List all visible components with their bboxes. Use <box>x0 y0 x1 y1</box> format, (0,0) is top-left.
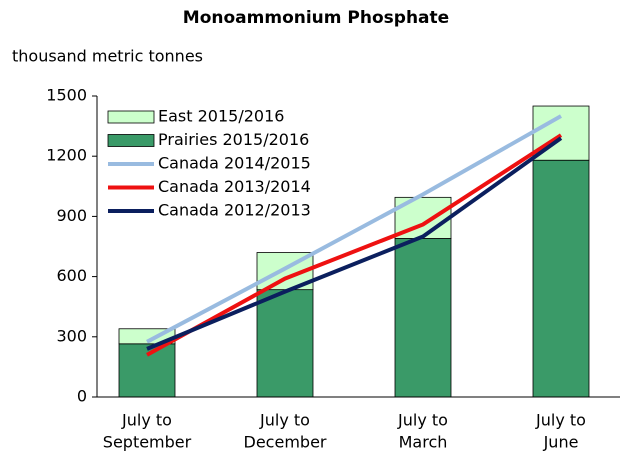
legend-label: Canada 2012/2013 <box>158 201 311 220</box>
x-tick-label: March <box>399 433 448 452</box>
y-tick-label: 900 <box>56 206 87 225</box>
bar <box>118 343 176 398</box>
bar <box>394 238 452 398</box>
line <box>146 133 563 357</box>
y-tick-label: 1500 <box>46 86 87 105</box>
y-tick-label: 600 <box>56 266 87 285</box>
bar <box>256 289 314 398</box>
x-tick-label: June <box>543 433 579 452</box>
legend-swatch <box>107 110 155 124</box>
y-tick-label: 300 <box>56 326 87 345</box>
legend-swatch <box>107 134 155 147</box>
chart-title: Monoammonium Phosphate <box>183 8 449 28</box>
x-tick-label: July to <box>121 411 172 430</box>
x-tick-label: December <box>244 433 327 452</box>
x-tick-label: July to <box>259 411 310 430</box>
legend-label: Prairies 2015/2016 <box>158 130 309 149</box>
y-tick-label: 1200 <box>46 146 87 165</box>
legend-label: Canada 2014/2015 <box>158 154 311 173</box>
legend-label: Canada 2013/2014 <box>158 177 311 196</box>
bar <box>532 105 590 161</box>
subtitle: thousand metric tonnes <box>12 47 203 66</box>
x-tick-label: July to <box>535 411 586 430</box>
bar <box>532 159 590 398</box>
line <box>146 136 563 351</box>
line <box>146 114 562 344</box>
x-tick-label: July to <box>397 411 448 430</box>
legend-label: East 2015/2016 <box>158 107 284 126</box>
x-tick-label: September <box>103 433 192 452</box>
y-tick-label: 0 <box>77 387 87 406</box>
